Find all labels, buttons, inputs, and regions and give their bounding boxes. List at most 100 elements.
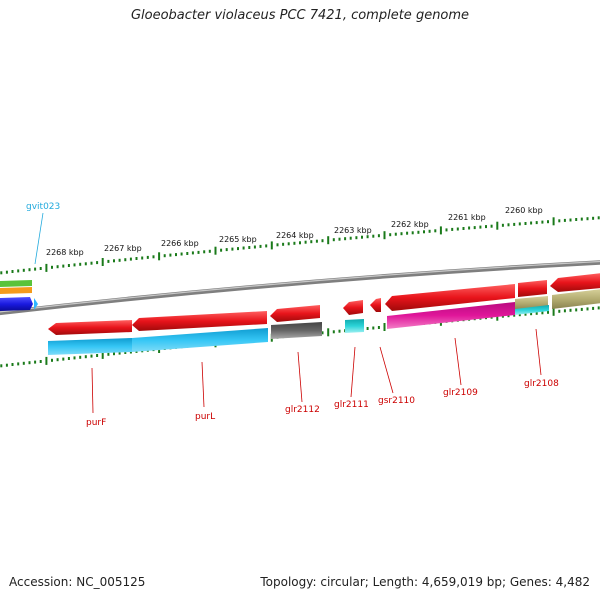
minor-tick — [67, 357, 70, 360]
minor-tick — [563, 309, 566, 313]
gene-label-gvit023[interactable]: gvit023 — [26, 202, 60, 212]
gene-red-glr2108[interactable] — [518, 280, 547, 297]
gene-blue-purL[interactable] — [132, 328, 268, 352]
gene-gray-glr2112[interactable] — [271, 322, 322, 339]
gene-label-gsr2110[interactable]: gsr2110 — [378, 396, 415, 406]
minor-tick — [355, 236, 358, 240]
gene-gvit023-green[interactable] — [0, 280, 32, 287]
minor-tick — [163, 254, 166, 258]
minor-tick — [597, 306, 600, 310]
minor-tick — [259, 244, 262, 248]
gene-red-gsr2110[interactable] — [370, 298, 381, 312]
gene-cyan-glr2111[interactable] — [345, 319, 364, 333]
minor-tick — [0, 271, 3, 275]
minor-tick — [5, 363, 8, 367]
minor-tick — [180, 252, 183, 256]
minor-tick — [569, 308, 572, 312]
minor-tick — [372, 234, 375, 238]
gene-red-glr2112[interactable] — [270, 305, 320, 322]
minor-tick — [11, 270, 14, 273]
minor-tick — [575, 218, 578, 221]
gene-label-glr2109[interactable]: glr2109 — [443, 388, 478, 398]
minor-tick — [276, 243, 279, 247]
minor-tick — [113, 259, 115, 263]
minor-tick — [558, 309, 561, 313]
minor-tick — [28, 268, 31, 272]
gene-label-purL[interactable]: purL — [195, 412, 215, 422]
minor-tick — [473, 226, 476, 230]
major-tick — [101, 350, 104, 359]
scale-label: 2268 kbp — [46, 248, 84, 257]
major-tick — [383, 231, 386, 240]
minor-tick — [563, 218, 566, 222]
minor-tick — [79, 262, 82, 266]
genome-backbone — [0, 260, 600, 316]
minor-tick — [62, 264, 65, 268]
scale-label: 2266 kbp — [161, 239, 199, 248]
minor-tick — [507, 223, 510, 227]
minor-tick — [338, 329, 341, 333]
gene-olive-right[interactable] — [552, 289, 600, 309]
minor-tick — [237, 247, 239, 251]
minor-tick — [265, 244, 268, 248]
minor-tick — [597, 216, 600, 220]
minor-tick — [5, 270, 8, 274]
gene-label-glr2112[interactable]: glr2112 — [285, 405, 320, 415]
minor-tick — [22, 268, 25, 272]
minor-tick — [580, 217, 583, 221]
gene-blue-purF[interactable] — [48, 338, 132, 355]
topology-text: Topology: circular; Length: 4,659,019 bp… — [260, 575, 590, 589]
scale-label: 2265 kbp — [219, 235, 257, 244]
minor-tick — [400, 232, 403, 236]
minor-tick — [282, 242, 285, 246]
minor-tick — [332, 330, 335, 334]
gene-red-purF[interactable] — [48, 320, 132, 335]
leader-glr2112 — [297, 351, 303, 403]
scale-label: 2261 kbp — [448, 213, 486, 222]
gene-gvit023-orange[interactable] — [0, 287, 32, 294]
minor-tick — [586, 307, 589, 311]
gene-navy[interactable] — [0, 297, 33, 311]
gene-label-purF[interactable]: purF — [86, 418, 106, 428]
minor-tick — [321, 331, 324, 335]
minor-tick — [146, 255, 149, 259]
minor-tick — [338, 237, 341, 241]
scale-label: 2267 kbp — [104, 244, 142, 253]
scale-label: 2263 kbp — [334, 226, 372, 235]
minor-tick — [535, 221, 538, 225]
minor-tick — [129, 257, 132, 261]
minor-tick — [349, 236, 352, 240]
minor-tick — [107, 352, 110, 356]
minor-tick — [135, 257, 138, 260]
minor-tick — [84, 262, 87, 266]
minor-tick — [451, 227, 454, 231]
gene-magenta-glr2109[interactable] — [387, 302, 515, 329]
minor-tick — [225, 248, 228, 252]
minor-tick — [231, 247, 234, 251]
minor-tick — [332, 238, 335, 242]
minor-tick — [513, 222, 516, 226]
minor-tick — [175, 253, 177, 257]
gene-label-glr2111[interactable]: glr2111 — [334, 400, 369, 410]
minor-tick — [186, 252, 189, 255]
minor-tick — [118, 351, 121, 355]
gene-red-glr2109[interactable] — [385, 284, 515, 311]
leader-glr2108 — [535, 328, 542, 376]
gene-cyan-glr2108[interactable] — [515, 305, 549, 315]
minor-tick — [501, 223, 504, 227]
minor-tick — [468, 226, 471, 230]
gene-labels: gvit023 purF purL glr2112 glr2111 gsr211… — [26, 202, 559, 428]
minor-tick — [242, 246, 245, 250]
gene-red-purL[interactable] — [132, 311, 267, 331]
minor-tick — [56, 358, 59, 362]
gene-red-glr2111[interactable] — [343, 300, 363, 315]
gene-red-right[interactable] — [550, 273, 600, 292]
major-tick — [327, 236, 330, 245]
minor-tick — [56, 265, 59, 269]
minor-tick — [575, 308, 578, 312]
major-tick — [496, 221, 499, 230]
minor-tick — [445, 228, 448, 232]
minor-tick — [592, 216, 595, 220]
minor-tick — [580, 307, 583, 311]
gene-label-glr2108[interactable]: glr2108 — [524, 379, 559, 389]
